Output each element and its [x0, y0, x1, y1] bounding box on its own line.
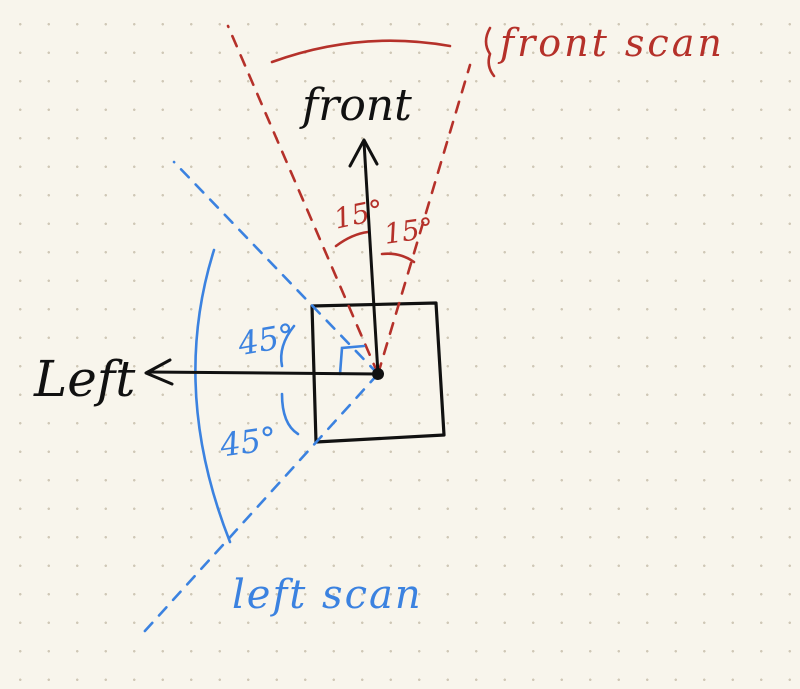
angle-arc-left-upper: [279, 324, 296, 368]
left-scan-lower-boundary: [142, 372, 380, 634]
left-scan-region: [142, 160, 380, 634]
front-scan-callout-bracket: [484, 26, 496, 78]
front-label: front: [299, 80, 412, 131]
angle-arc-left-lower: [280, 392, 300, 436]
dot-icon: [372, 368, 384, 380]
front-scan-label: front scan: [497, 21, 725, 65]
left-scan-upper-boundary: [172, 160, 380, 376]
angle-label-front-left: 15°: [331, 193, 386, 236]
front-scan-right-boundary: [376, 63, 472, 376]
left-scan-arc: [194, 248, 232, 544]
angle-arc-front-right: [380, 252, 416, 264]
arrow-up-icon: [348, 138, 379, 168]
angle-label-left-lower: 45°: [217, 419, 279, 465]
angle-arc-front-left: [334, 230, 370, 248]
front-scan-region: [226, 24, 496, 376]
robot-body-square: [310, 301, 446, 444]
left-scan-label: left scan: [232, 572, 423, 618]
arrow-left-icon: [144, 358, 174, 386]
front-scan-left-boundary: [226, 24, 380, 376]
left-label: Left: [33, 350, 136, 408]
angle-label-front-right: 15°: [382, 211, 436, 251]
front-axis-line: [362, 140, 380, 376]
right-angle-icon: [338, 344, 366, 376]
angle-label-left-upper: 45°: [234, 316, 297, 363]
axes: [144, 138, 380, 386]
left-axis-line: [146, 370, 380, 376]
front-scan-arc: [270, 39, 452, 64]
